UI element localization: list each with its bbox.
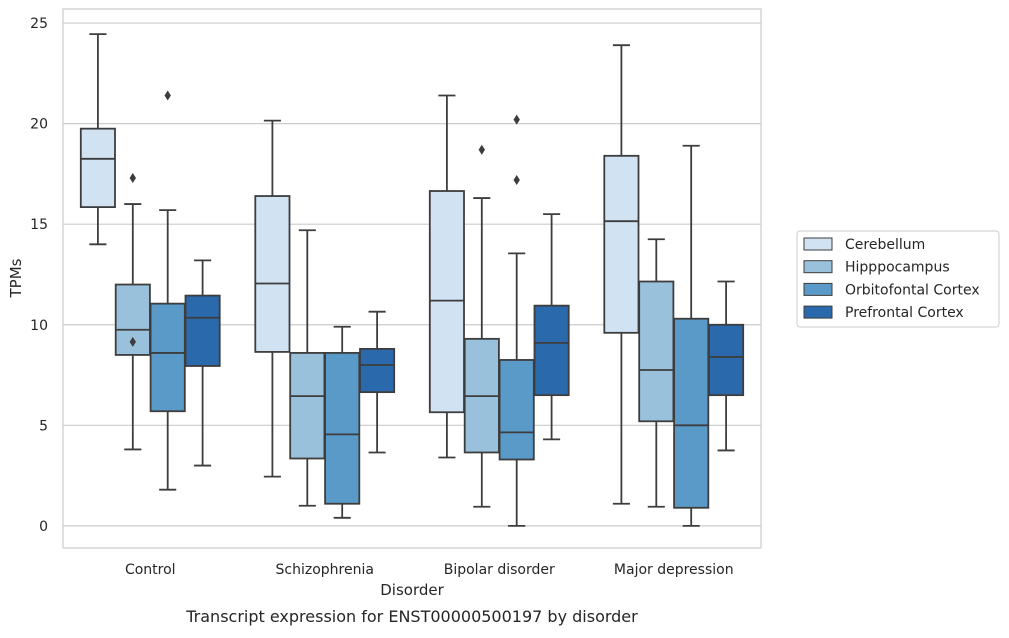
outlier-point (129, 172, 136, 183)
series-cerebellum (79, 33, 640, 505)
x-tick-label-major-depression: Major depression (614, 562, 734, 578)
box-cerebellum-control (79, 33, 116, 246)
legend-label-cerebellum: Cerebellum (845, 237, 925, 253)
legend-frame (796, 230, 1000, 328)
series-hipppocampus (114, 144, 675, 508)
box-iqr (149, 302, 186, 413)
box-prefrontal-cortex-major-depression (708, 280, 745, 452)
legend-label-orbitofontal-cortex: Orbitofontal Cortex (845, 282, 980, 298)
box-orbitofontal-cortex-bipolar-disorder (498, 114, 535, 527)
box-series-group (79, 33, 745, 527)
y-tick-label: 10 (30, 318, 48, 334)
box-hipppocampus-schizophrenia (289, 229, 326, 507)
box-iqr (603, 154, 640, 334)
y-tick-label: 5 (39, 418, 48, 434)
box-iqr (673, 317, 710, 509)
legend-swatch-cerebellum (803, 237, 833, 251)
box-cerebellum-major-depression (603, 44, 640, 505)
legend-label-prefrontal-cortex: Prefrontal Cortex (845, 305, 964, 321)
x-axis-title: Disorder (380, 581, 444, 599)
outlier-point (129, 336, 136, 347)
box-iqr (708, 323, 745, 397)
box-cerebellum-bipolar-disorder (428, 94, 465, 459)
legend-swatch-orbitofontal-cortex (803, 282, 833, 296)
box-hipppocampus-major-depression (638, 238, 675, 508)
box-iqr (289, 352, 326, 460)
x-tick-label-schizophrenia: Schizophrenia (276, 562, 374, 578)
series-orbitofontal-cortex (149, 90, 710, 527)
x-tick-labels: Control Schizophrenia Bipolar disorder Majo… (125, 562, 734, 578)
box-iqr (359, 347, 396, 394)
box-prefrontal-cortex-schizophrenia (359, 310, 396, 454)
outlier-point (478, 144, 485, 155)
y-tick-label: 15 (30, 217, 48, 233)
y-tick-labels: 0 5 10 15 20 25 (30, 16, 48, 535)
box-prefrontal-cortex-bipolar-disorder (533, 213, 570, 441)
box-orbitofontal-cortex-schizophrenia (324, 325, 361, 519)
box-orbitofontal-cortex-major-depression (673, 144, 710, 527)
box-iqr (533, 304, 570, 397)
box-iqr (184, 294, 221, 367)
outlier-point (164, 90, 171, 101)
legend: Cerebellum Hipppocampus Orbitofontal Corte… (796, 230, 1000, 328)
y-axis-title: TPMs (7, 258, 25, 298)
y-tick-label: 0 (39, 519, 48, 535)
box-cerebellum-schizophrenia (254, 119, 291, 478)
series-prefrontal-cortex (184, 213, 745, 467)
box-hipppocampus-control (114, 172, 151, 451)
chart-caption: Transcript expression for ENST0000050019… (185, 607, 638, 626)
legend-label-hipppocampus: Hipppocampus (845, 260, 950, 276)
box-iqr (638, 280, 675, 423)
box-prefrontal-cortex-control (184, 259, 221, 467)
box-orbitofontal-cortex-control (149, 90, 186, 491)
box-iqr (254, 195, 291, 353)
plot-frame (62, 8, 762, 549)
box-iqr (324, 352, 361, 505)
y-tick-label: 20 (30, 117, 48, 133)
box-iqr (498, 359, 535, 461)
y-tick-label: 25 (30, 16, 48, 32)
outlier-point (513, 114, 520, 125)
box-hipppocampus-bipolar-disorder (463, 144, 500, 508)
outlier-point (513, 174, 520, 185)
box-iqr (428, 190, 465, 414)
box-iqr (79, 127, 116, 209)
legend-swatch-hipppocampus (803, 260, 833, 274)
x-tick-label-control: Control (125, 562, 176, 578)
x-tick-label-bipolar-disorder: Bipolar disorder (444, 562, 555, 578)
legend-swatch-prefrontal-cortex (803, 305, 833, 319)
